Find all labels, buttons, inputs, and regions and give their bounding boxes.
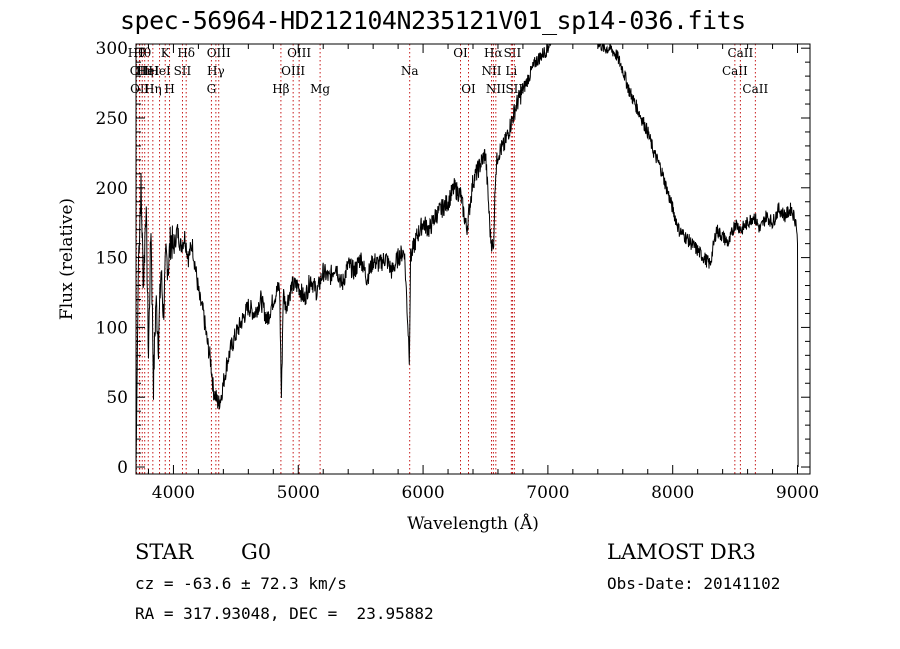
x-tick-label: 7000 [526, 483, 569, 503]
y-tick-label: 150 [96, 249, 128, 269]
y-tick-label: 0 [117, 458, 128, 478]
spectral-line-label: CaII [742, 82, 768, 96]
spectral-line-label: Hα [484, 46, 503, 60]
spectral-line-label: NII [481, 64, 501, 78]
spectral-line-label: Hθ [133, 46, 151, 60]
spectral-line-label: Hη [144, 82, 162, 96]
spectral-line-label: OIII [281, 64, 305, 78]
y-tick-label: 50 [106, 388, 128, 408]
spectral-line-label: NII [486, 82, 506, 96]
spectral-line-label: Hγ [207, 64, 225, 78]
spectral-line-label: CaII [727, 46, 753, 60]
spectral-line-label: OII [130, 64, 150, 78]
x-tick-label: 5000 [277, 483, 320, 503]
x-tick-label: 4000 [152, 483, 195, 503]
observation-date: Obs-Date: 20141102 [607, 574, 781, 593]
spectral-line-label: K [161, 46, 171, 60]
spectral-line-label: OI [461, 82, 476, 96]
y-tick-label: 300 [96, 39, 128, 59]
spectral-line-label: SII [174, 64, 192, 78]
x-tick-label: 9000 [776, 483, 819, 503]
y-tick-label: 250 [96, 109, 128, 129]
spectral-line-label: Hη [136, 64, 154, 78]
x-axis-label: Wavelength (Å) [407, 513, 539, 534]
spectral-line-label: Mg [310, 82, 330, 96]
axis-ticks: 4000 5000 6000 7000 8000 9000 0 50 100 150 200 250 3… [96, 39, 820, 503]
y-axis-label: Flux (relative) [57, 198, 77, 320]
spectral-line-label: SII [504, 46, 522, 60]
y-tick-label: 100 [96, 318, 128, 338]
spectral-line-label: Li [505, 64, 517, 78]
spectral-line-label: OIII [207, 46, 231, 60]
spectral-line-label: Na [401, 64, 419, 78]
spectral-line-label: Hδ [177, 46, 195, 60]
y-tick-label: 200 [96, 179, 128, 199]
survey-name: LAMOST DR3 [607, 540, 756, 564]
object-class: STAR [135, 540, 194, 564]
spectral-line-label: HeI [148, 64, 171, 78]
spectral-line-label: G [207, 82, 217, 96]
spectral-subclass: G0 [241, 540, 272, 564]
coordinates: RA = 317.93048, DEC = 23.95882 [135, 604, 434, 623]
spectral-line-label: H [164, 82, 174, 96]
spectral-line-label: Hβ [272, 82, 289, 96]
spectral-line-label: OI [453, 46, 468, 60]
spectral-line-label: OIII [287, 46, 311, 60]
chart-title: spec-56964-HD212104N235121V01_sp14-036.f… [120, 6, 746, 35]
spectral-line-label: Hθ [128, 46, 146, 60]
spectral-line-markers: HθOIIOIIHθHηHeIHηHeIKHSIIHδGHγOIIIHβOIII… [128, 44, 768, 474]
spectral-line-label: HeI [137, 64, 160, 78]
redshift-cz: cz = -63.6 ± 72.3 km/s [135, 574, 347, 593]
spectral-line-label: CaII [722, 64, 748, 78]
spectrum-series-line [135, 43, 799, 468]
x-tick-label: 8000 [651, 483, 694, 503]
x-tick-label: 6000 [401, 483, 444, 503]
